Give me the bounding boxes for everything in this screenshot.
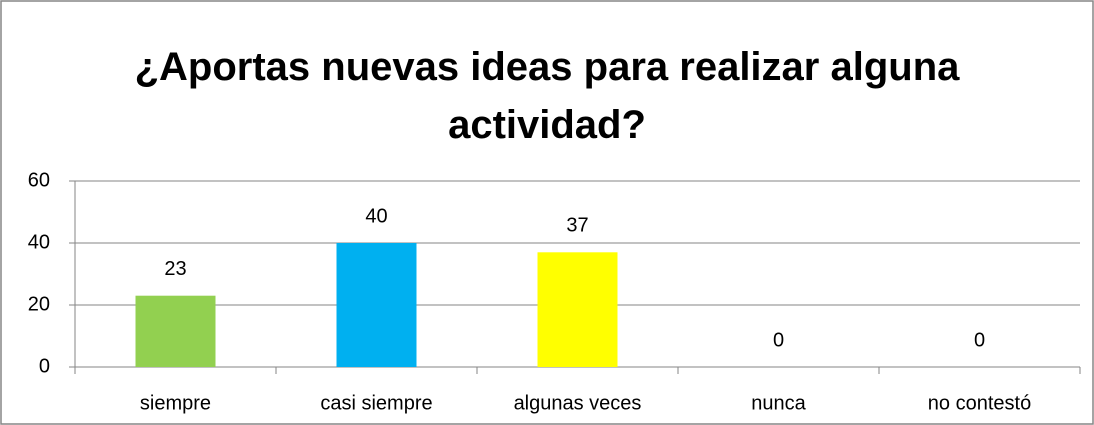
x-tick-label: algunas veces	[514, 392, 642, 414]
bar	[537, 252, 618, 367]
y-tick-label: 0	[39, 355, 50, 377]
y-tick-label: 20	[28, 293, 50, 315]
value-label: 0	[974, 329, 985, 351]
value-label: 0	[773, 329, 784, 351]
y-tick-label: 40	[28, 231, 50, 253]
x-tick-label: casi siempre	[320, 392, 432, 414]
bar	[135, 295, 216, 367]
value-label: 23	[164, 258, 186, 280]
chart-title: ¿Aportas nuevas ideas para realizar algu…	[134, 45, 960, 147]
x-tick-label: no contestó	[928, 392, 1031, 414]
x-tick-label: nunca	[751, 392, 806, 414]
x-tick-label: siempre	[140, 392, 211, 414]
value-label: 40	[365, 205, 387, 227]
y-tick-label: 60	[28, 169, 50, 191]
bar	[336, 243, 417, 367]
value-label: 37	[566, 215, 588, 237]
